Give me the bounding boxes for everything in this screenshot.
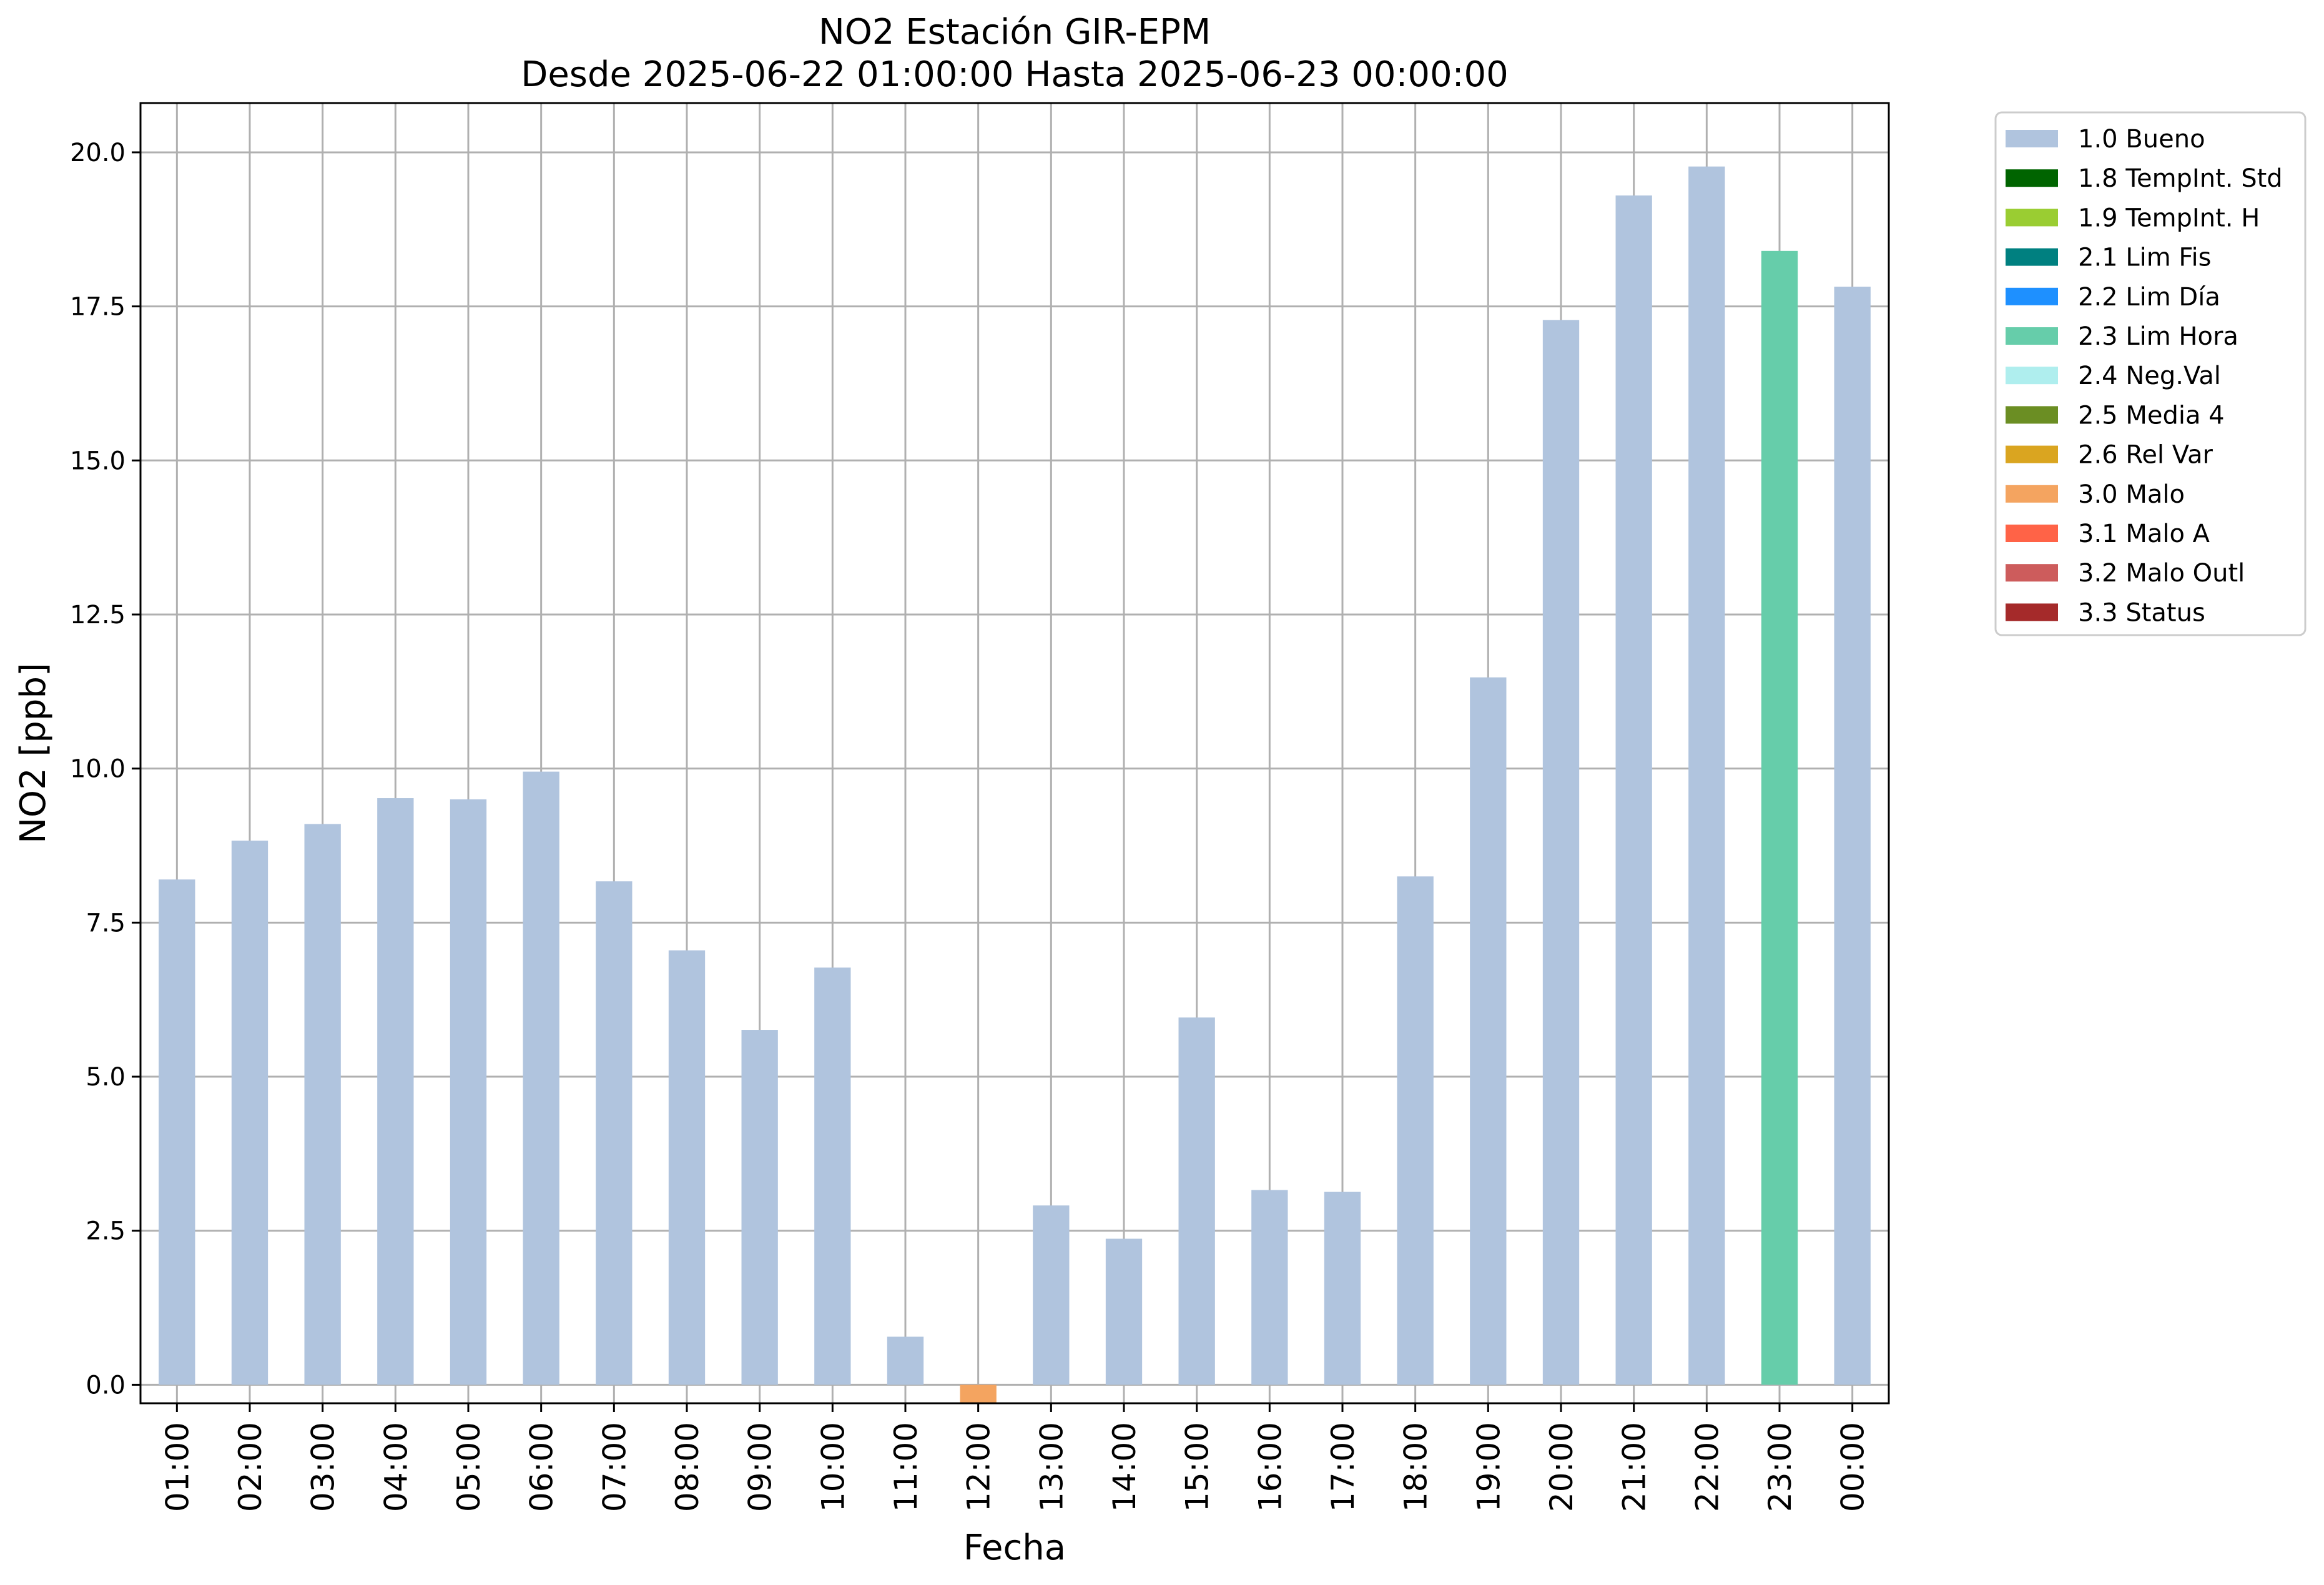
x-tick-label: 13:00 bbox=[1033, 1422, 1070, 1512]
bar bbox=[1324, 1192, 1361, 1385]
chart-title: NO2 Estación GIR-EPM bbox=[819, 12, 1211, 52]
x-tick-label: 05:00 bbox=[451, 1422, 487, 1512]
legend-label: 2.6 Rel Var bbox=[2078, 441, 2213, 470]
x-tick-label: 14:00 bbox=[1106, 1422, 1143, 1512]
legend-label: 3.2 Malo Outl bbox=[2078, 559, 2245, 588]
bar bbox=[1470, 677, 1507, 1385]
bars bbox=[159, 166, 1871, 1403]
legend-swatch bbox=[2006, 209, 2058, 227]
plot-frame bbox=[139, 102, 1890, 1405]
x-tick-label: 17:00 bbox=[1325, 1422, 1361, 1512]
legend-swatch bbox=[2006, 367, 2058, 385]
legend-swatch bbox=[2006, 287, 2058, 305]
legend-swatch bbox=[2006, 564, 2058, 582]
legend-label: 2.1 Lim Fis bbox=[2078, 244, 2211, 272]
x-tick-label: 20:00 bbox=[1544, 1422, 1580, 1512]
x-tick-label: 02:00 bbox=[232, 1422, 268, 1512]
ticks: 0.0 2.5 5.0 7.5 10.0 12.5 15.0 17.5 20.0 01:00 02:… bbox=[70, 139, 1871, 1512]
x-tick-label: 22:00 bbox=[1689, 1422, 1725, 1512]
legend-swatch bbox=[2006, 327, 2058, 345]
bar bbox=[1178, 1017, 1215, 1385]
x-tick-label: 06:00 bbox=[524, 1422, 560, 1512]
x-axis-label: Fecha bbox=[963, 1528, 1066, 1568]
bar bbox=[450, 799, 487, 1385]
legend-label: 3.1 Malo A bbox=[2078, 520, 2210, 548]
x-tick-label: 23:00 bbox=[1762, 1422, 1798, 1512]
x-tick-label: 19:00 bbox=[1470, 1422, 1507, 1512]
bar bbox=[1615, 195, 1652, 1385]
legend-label: 2.3 Lim Hora bbox=[2078, 322, 2238, 351]
x-tick-label: 15:00 bbox=[1179, 1422, 1216, 1512]
legend-swatch bbox=[2006, 130, 2058, 147]
bar bbox=[1033, 1205, 1070, 1385]
legend-label: 1.9 TempInt. H bbox=[2078, 204, 2260, 232]
legend-label: 2.2 Lim Día bbox=[2078, 283, 2220, 312]
x-tick-label: 11:00 bbox=[888, 1422, 924, 1512]
x-tick-label: 00:00 bbox=[1835, 1422, 1871, 1512]
bar bbox=[741, 1030, 778, 1385]
y-tick-label: 5.0 bbox=[86, 1063, 126, 1092]
y-axis-label: NO2 [ppb] bbox=[13, 663, 54, 844]
legend-swatch bbox=[2006, 169, 2058, 187]
x-tick-label: 10:00 bbox=[815, 1422, 851, 1512]
y-tick-label: 10.0 bbox=[70, 755, 126, 784]
x-tick-label: 08:00 bbox=[669, 1422, 706, 1512]
bar bbox=[1105, 1238, 1143, 1385]
bar bbox=[523, 771, 559, 1385]
legend-swatch bbox=[2006, 406, 2058, 424]
legend-swatch bbox=[2006, 248, 2058, 266]
legend-swatch bbox=[2006, 603, 2058, 621]
x-tick-label: 12:00 bbox=[961, 1422, 997, 1512]
bar bbox=[596, 881, 633, 1385]
legend-label: 2.4 Neg.Val bbox=[2078, 362, 2221, 390]
bar bbox=[159, 879, 195, 1385]
y-tick-label: 0.0 bbox=[86, 1371, 126, 1400]
x-tick-label: 04:00 bbox=[378, 1422, 414, 1512]
bar bbox=[1251, 1190, 1288, 1385]
bar bbox=[1397, 876, 1434, 1385]
x-tick-label: 16:00 bbox=[1252, 1422, 1288, 1512]
bar bbox=[668, 950, 706, 1385]
legend-swatch bbox=[2006, 525, 2058, 542]
y-tick-label: 12.5 bbox=[70, 601, 126, 630]
bar bbox=[304, 824, 341, 1385]
legend-label: 3.0 Malo bbox=[2078, 480, 2185, 509]
legend-label: 3.3 Status bbox=[2078, 598, 2205, 627]
legend-frame bbox=[1994, 111, 2307, 636]
bar bbox=[231, 841, 268, 1385]
legend-label: 1.8 TempInt. Std bbox=[2078, 164, 2283, 193]
legend: 1.0 Bueno 1.8 TempInt. Std 1.9 TempInt. H 2… bbox=[1994, 111, 2307, 636]
x-tick-label: 09:00 bbox=[742, 1422, 779, 1512]
bar bbox=[1688, 166, 1725, 1385]
legend-swatch bbox=[2006, 485, 2058, 503]
chart-subtitle: Desde 2025-06-22 01:00:00 Hasta 2025-06-… bbox=[521, 54, 1509, 95]
y-tick-label: 7.5 bbox=[86, 909, 126, 937]
x-tick-label: 03:00 bbox=[305, 1422, 342, 1512]
bar bbox=[1761, 250, 1798, 1385]
legend-label: 1.0 Bueno bbox=[2078, 125, 2205, 154]
legend-label: 2.5 Media 4 bbox=[2078, 401, 2225, 430]
bar bbox=[960, 1385, 997, 1403]
bar bbox=[887, 1336, 924, 1385]
bar bbox=[1542, 320, 1580, 1385]
y-tick-label: 17.5 bbox=[70, 293, 126, 322]
bar bbox=[814, 967, 851, 1385]
x-tick-label: 01:00 bbox=[159, 1422, 195, 1512]
x-tick-label: 18:00 bbox=[1398, 1422, 1434, 1512]
bar bbox=[377, 798, 414, 1385]
x-tick-label: 07:00 bbox=[596, 1422, 633, 1512]
legend-swatch bbox=[2006, 445, 2058, 463]
y-tick-label: 20.0 bbox=[70, 139, 126, 167]
x-tick-label: 21:00 bbox=[1617, 1422, 1653, 1512]
bar bbox=[1834, 287, 1871, 1385]
y-tick-label: 15.0 bbox=[70, 447, 126, 475]
y-tick-label: 2.5 bbox=[86, 1217, 126, 1246]
